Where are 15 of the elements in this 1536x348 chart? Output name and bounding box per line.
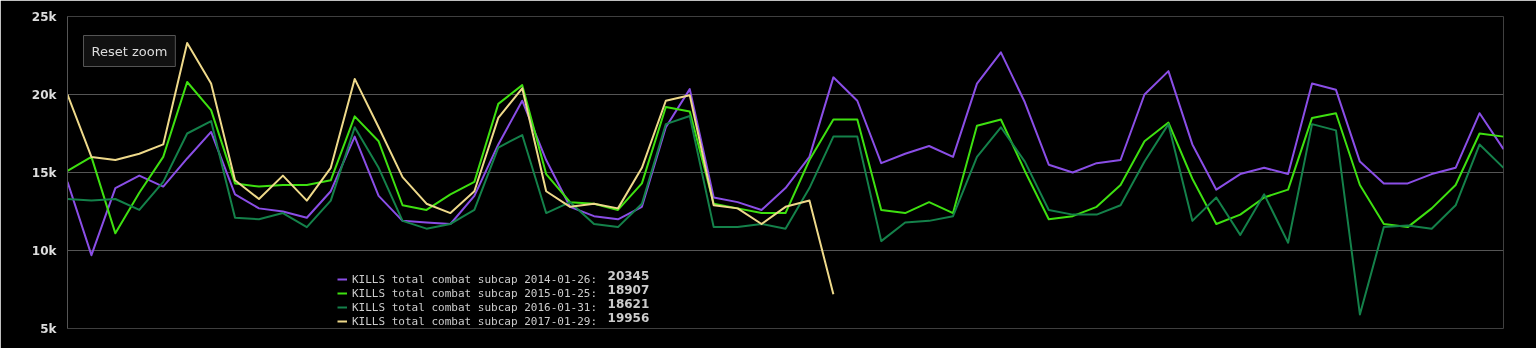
y-tick-label: 15k: [31, 165, 58, 180]
annotation: 18907: [607, 283, 650, 297]
annotation: Reset zoom: [91, 43, 168, 59]
legend-label: KILLS total combat subcap 2016-01-31:: [352, 300, 598, 314]
y-tick-label: 10k: [31, 243, 58, 258]
annotation: 20345: [607, 269, 650, 283]
y-tick-label: 20k: [31, 87, 58, 102]
y-tick-label: 5k: [40, 321, 58, 336]
annotation: 19956: [607, 311, 650, 325]
legend-label: KILLS total combat subcap 2017-01-29:: [352, 314, 598, 328]
annotation: 18621: [607, 297, 650, 311]
line-series: [67, 81, 1504, 235]
y-tick-label: 25k: [31, 9, 58, 24]
legend-label: KILLS total combat subcap 2014-01-26:: [352, 272, 598, 286]
legend-label: KILLS total combat subcap 2015-01-25:: [352, 286, 598, 300]
